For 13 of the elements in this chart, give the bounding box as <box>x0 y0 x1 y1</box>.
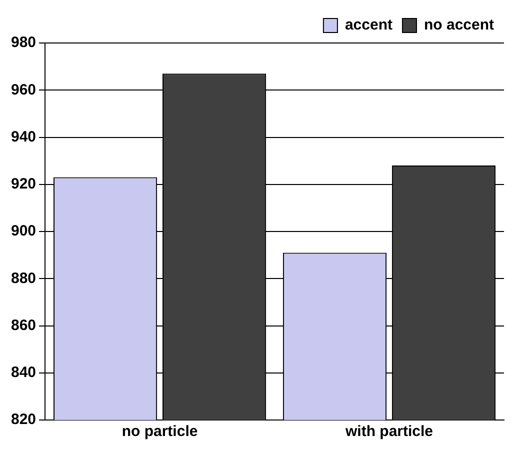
x-tick-label: with particle <box>344 423 434 440</box>
x-tick-label: no particle <box>122 423 198 440</box>
y-tick-label: 940 <box>10 128 36 146</box>
legend-label: no accent <box>424 16 494 34</box>
y-tick-label: 980 <box>10 34 36 52</box>
y-tick-label: 860 <box>10 316 36 334</box>
y-tick-label: 960 <box>10 81 36 98</box>
y-tick-label: 920 <box>10 176 36 193</box>
y-tick-label: 880 <box>10 270 36 287</box>
legend-label: accent <box>344 16 392 34</box>
y-tick-label: 900 <box>10 222 36 240</box>
y-tick-label: 820 <box>10 411 36 428</box>
y-tick-label: 840 <box>10 364 36 382</box>
